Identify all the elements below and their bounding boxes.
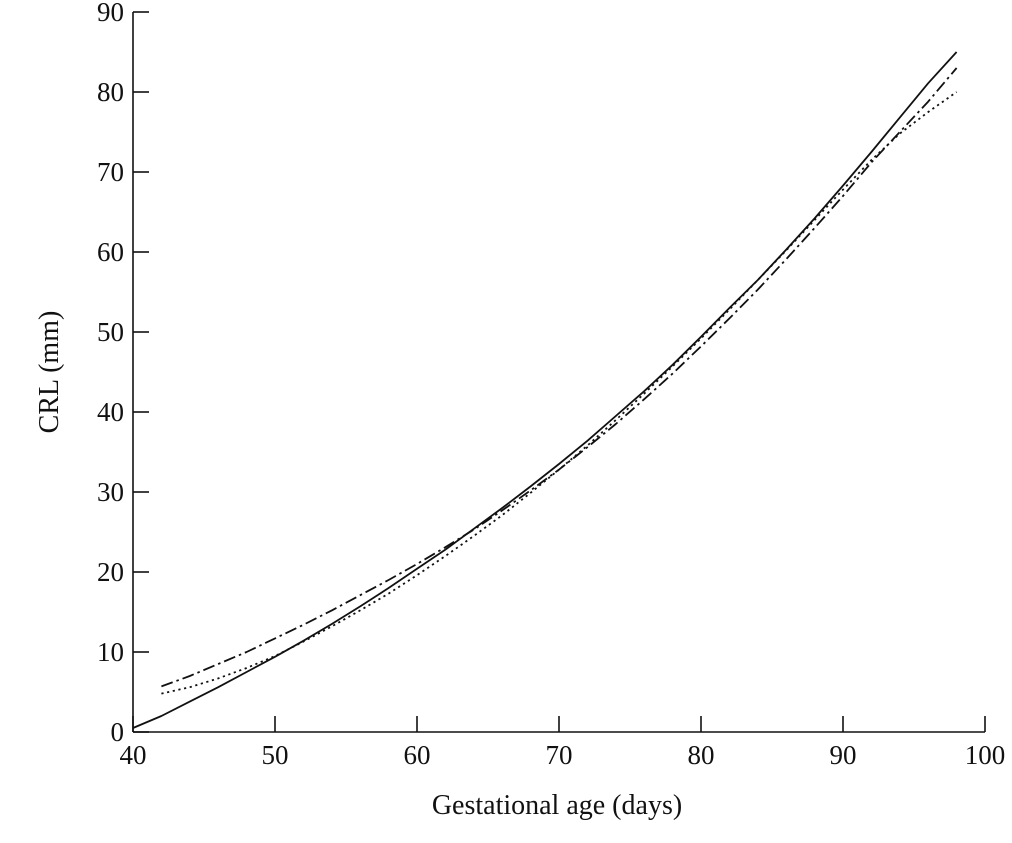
x-tick-label: 60	[404, 740, 431, 770]
x-tick-label: 80	[688, 740, 715, 770]
y-tick-label: 70	[97, 157, 124, 187]
y-tick-label: 50	[97, 317, 124, 347]
y-tick-label: 80	[97, 77, 124, 107]
y-tick-label: 30	[97, 477, 124, 507]
y-axis-title: CRL (mm)	[34, 311, 65, 434]
series-line-dash-dot	[161, 67, 958, 688]
y-tick-label: 10	[97, 637, 124, 667]
x-tick-label: 40	[120, 740, 147, 770]
y-tick-label: 90	[97, 0, 124, 27]
series-line-dotted	[161, 91, 958, 695]
x-tick-label: 100	[965, 740, 1006, 770]
y-tick-label: 60	[97, 237, 124, 267]
series-group	[132, 51, 958, 729]
axes: 0 10 20 30 40 50 60 70 80 90 40 50 60 70 80 90 100	[97, 0, 1005, 770]
series-line-solid	[132, 51, 958, 729]
y-tick-label: 20	[97, 557, 124, 587]
y-tick-label: 40	[97, 397, 124, 427]
x-tick-label: 50	[262, 740, 289, 770]
x-tick-label: 90	[830, 740, 857, 770]
y-tick-label: 0	[111, 717, 125, 747]
x-tick-label: 70	[546, 740, 573, 770]
x-axis-title: Gestational age (days)	[432, 790, 682, 821]
